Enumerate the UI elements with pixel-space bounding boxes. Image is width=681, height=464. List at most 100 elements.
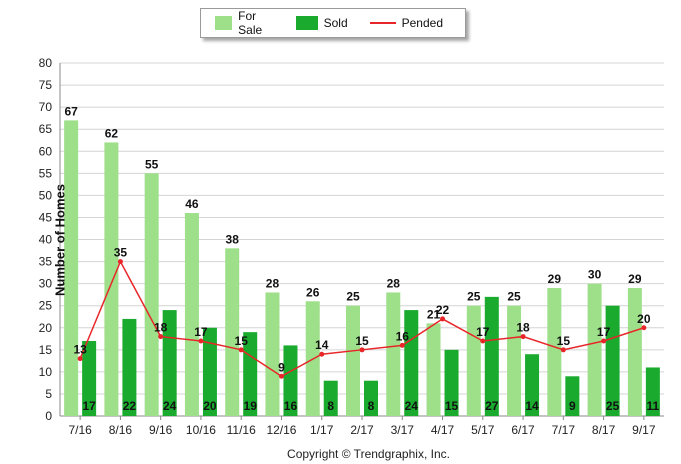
data-label-pended: 17	[597, 325, 611, 339]
y-tick-label: 50	[39, 188, 53, 202]
data-label-for-sale: 55	[145, 157, 159, 171]
x-tick-label: 12/16	[266, 423, 296, 437]
x-tick-label: 9/16	[149, 423, 173, 437]
bar-for-sale	[466, 305, 481, 416]
y-tick-label: 0	[45, 409, 52, 423]
x-tick-label: 4/17	[431, 423, 455, 437]
legend-item-sold: Sold	[295, 16, 348, 30]
bar-for-sale	[64, 120, 79, 417]
data-label-sold: 9	[569, 399, 576, 413]
data-label-pended: 35	[114, 246, 128, 260]
data-label-sold: 16	[284, 399, 298, 413]
x-tick-label: 6/17	[511, 423, 535, 437]
data-label-for-sale: 29	[548, 272, 562, 286]
bar-sold	[202, 327, 217, 416]
y-tick-label: 15	[39, 343, 53, 357]
point-pended	[278, 373, 284, 379]
data-label-pended: 20	[637, 312, 651, 326]
data-label-pended: 15	[355, 334, 369, 348]
data-label-sold: 25	[606, 399, 620, 413]
data-label-for-sale: 38	[226, 232, 240, 246]
bar-sold	[122, 318, 137, 416]
bar-for-sale	[507, 305, 522, 416]
data-label-sold: 24	[163, 399, 177, 413]
data-label-sold: 17	[82, 399, 96, 413]
data-label-sold: 8	[327, 399, 334, 413]
data-label-for-sale: 26	[306, 285, 320, 299]
data-label-for-sale: 28	[266, 276, 280, 290]
bar-for-sale	[547, 288, 562, 416]
data-label-for-sale: 67	[64, 104, 78, 118]
y-tick-label: 75	[39, 78, 53, 92]
bar-sold	[484, 296, 499, 416]
bar-for-sale	[426, 323, 441, 416]
x-tick-label: 11/16	[227, 423, 256, 437]
bar-for-sale	[104, 142, 119, 417]
point-pended	[440, 316, 446, 322]
y-tick-label: 10	[39, 365, 53, 379]
y-tick-label: 40	[39, 233, 53, 247]
legend: For Sale Sold Pended	[200, 8, 466, 38]
bar-for-sale	[587, 283, 602, 416]
legend-label-pended: Pended	[401, 16, 443, 30]
data-label-pended: 17	[476, 325, 490, 339]
bar-for-sale	[346, 305, 360, 416]
data-label-pended: 15	[235, 334, 249, 348]
copyright-text: Copyright © Trendgraphix, Inc.	[287, 447, 450, 461]
bar-for-sale	[627, 288, 642, 416]
data-label-sold: 24	[405, 399, 419, 413]
point-pended	[641, 325, 647, 331]
data-label-pended: 18	[154, 321, 168, 335]
bar-sold	[605, 305, 620, 416]
x-tick-label: 1/17	[310, 423, 334, 437]
legend-item-for-sale: For Sale	[215, 9, 274, 37]
data-label-sold: 27	[485, 399, 499, 413]
bar-sold	[283, 345, 298, 416]
bar-for-sale	[265, 292, 280, 416]
legend-swatch-for-sale	[215, 16, 233, 30]
legend-swatch-sold	[295, 16, 318, 30]
point-pended	[238, 347, 244, 353]
bar-sold	[525, 354, 540, 416]
bar-for-sale	[144, 173, 159, 416]
y-tick-label: 65	[39, 122, 53, 136]
data-label-for-sale: 25	[346, 290, 360, 304]
x-tick-label: 9/17	[632, 423, 656, 437]
data-label-for-sale: 21	[427, 307, 441, 321]
y-tick-label: 30	[39, 277, 53, 291]
data-label-for-sale: 62	[105, 126, 119, 140]
legend-item-pended: Pended	[369, 16, 443, 30]
bar-sold	[565, 376, 580, 416]
data-label-sold: 14	[525, 399, 539, 413]
point-pended	[480, 338, 486, 344]
data-label-sold: 15	[445, 399, 459, 413]
x-tick-label: 8/16	[109, 423, 133, 437]
point-pended	[399, 342, 405, 348]
y-tick-label: 70	[39, 100, 53, 114]
data-label-for-sale: 46	[185, 197, 199, 211]
y-tick-label: 60	[39, 144, 53, 158]
data-label-pended: 13	[73, 343, 87, 357]
y-axis-label: Number of Homes	[52, 184, 68, 296]
data-label-for-sale: 25	[507, 290, 521, 304]
bar-sold	[645, 367, 660, 416]
legend-line-pended	[369, 22, 396, 24]
x-tick-label: 7/17	[552, 423, 576, 437]
data-label-for-sale: 29	[628, 272, 642, 286]
y-tick-label: 80	[39, 56, 53, 70]
data-label-pended: 9	[278, 360, 285, 374]
x-tick-label: 3/17	[391, 423, 415, 437]
point-pended	[520, 334, 526, 340]
data-label-pended: 16	[396, 329, 410, 343]
point-pended	[117, 259, 123, 265]
y-tick-label: 5	[45, 387, 52, 401]
point-pended	[77, 356, 83, 362]
x-tick-label: 10/16	[186, 423, 216, 437]
point-pended	[198, 338, 204, 344]
bar-for-sale	[386, 292, 401, 416]
data-label-pended: 15	[557, 334, 571, 348]
y-tick-label: 45	[39, 210, 53, 224]
bar-for-sale	[225, 248, 240, 416]
data-label-for-sale: 28	[387, 276, 401, 290]
